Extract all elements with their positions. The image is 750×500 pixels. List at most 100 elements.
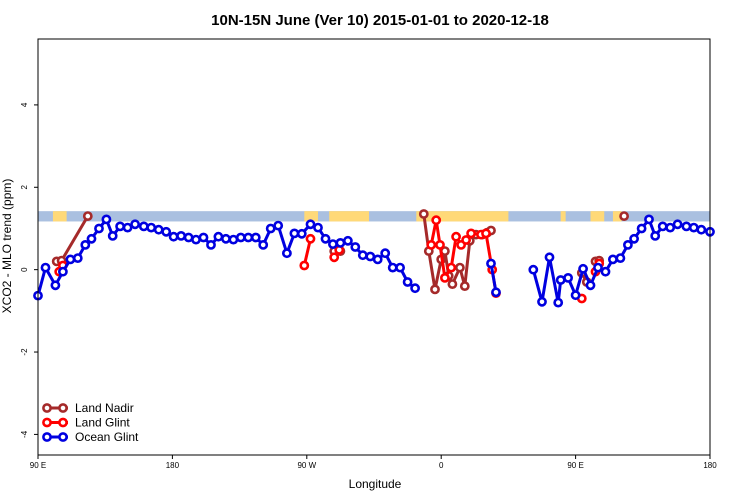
ocean-glint-point <box>644 214 654 225</box>
ocean-glint-point <box>600 266 611 277</box>
land-nadir-point <box>619 211 629 221</box>
ocean-glint-point <box>327 239 338 249</box>
legend-swatch-marker <box>58 403 68 413</box>
ocean-glint-point <box>153 224 164 235</box>
x-tick-label: 0 <box>439 461 444 470</box>
y-tick-label: 0 <box>20 267 29 272</box>
x-tick-label: 180 <box>703 461 717 470</box>
ocean-glint-point <box>80 239 91 250</box>
land-nadir-point <box>447 279 458 289</box>
land-glint-point <box>431 215 442 226</box>
legend-label: Ocean Glint <box>75 430 139 444</box>
land-nadir-point <box>82 211 93 221</box>
y-tick-label: -4 <box>20 430 29 438</box>
ocean-glint-point <box>65 254 76 265</box>
legend-item-land-nadir: Land Nadir <box>42 401 134 415</box>
ocean-glint-point <box>623 239 633 250</box>
ocean-glint-point <box>281 248 292 259</box>
land-nadir-point <box>418 209 429 219</box>
land-nadir-point <box>459 281 470 291</box>
land-glint-point <box>439 272 450 283</box>
legend-swatch-marker <box>42 432 52 442</box>
band-land-segment <box>416 211 509 222</box>
ocean-glint-point <box>235 232 246 243</box>
band-land-segment <box>329 211 370 222</box>
ocean-glint-point <box>40 262 51 273</box>
y-axis-label: XCO2 - MLO trend (ppm) <box>0 179 14 314</box>
ocean-glint-point <box>410 283 420 294</box>
ocean-glint-point <box>250 232 261 243</box>
ocean-glint-point <box>115 221 125 232</box>
ocean-glint-point <box>138 221 149 232</box>
ocean-glint-point <box>176 230 186 241</box>
legend-swatch-marker <box>42 417 52 428</box>
ocean-glint-point <box>578 263 588 274</box>
ocean-glint-point <box>672 219 683 230</box>
x-tick-label: 90 E <box>30 461 46 470</box>
ocean-glint-point <box>72 253 83 263</box>
ocean-glint-point <box>320 233 331 244</box>
ocean-glint-point <box>537 296 547 307</box>
ocean-glint-point <box>665 222 676 233</box>
legend-swatch-marker <box>58 417 68 428</box>
series-ocean-glint <box>33 214 715 308</box>
x-axis-label: Longitude <box>349 477 402 491</box>
land-nadir-point <box>430 284 440 295</box>
ocean-glint-point <box>350 242 361 252</box>
ocean-glint-point <box>608 254 618 265</box>
ocean-glint-point <box>681 221 692 232</box>
ocean-glint-point <box>395 262 405 273</box>
band-land-segment <box>560 211 566 222</box>
land-glint-point <box>435 239 445 250</box>
ocean-glint-point <box>296 228 307 239</box>
ocean-glint-point <box>50 280 61 291</box>
ocean-glint-point <box>265 223 276 234</box>
ocean-glint-point <box>615 253 626 263</box>
land-glint-point <box>299 260 310 271</box>
ocean-glint-point <box>213 231 224 242</box>
band-land-segment <box>590 211 605 222</box>
ocean-glint-point <box>372 254 383 265</box>
ocean-glint-point <box>168 231 179 242</box>
x-tick-label: 90 E <box>567 461 583 470</box>
ocean-glint-point <box>657 221 668 232</box>
ocean-glint-point <box>486 258 496 269</box>
plot-frame <box>37 38 711 456</box>
ocean-glint-point <box>146 222 157 233</box>
legend-label: Land Glint <box>75 416 130 430</box>
series-land-nadir <box>51 209 629 295</box>
land-glint-point <box>461 235 471 245</box>
legend-item-ocean-glint: Ocean Glint <box>42 430 139 444</box>
y-tick-label: -2 <box>20 348 29 356</box>
ocean-glint-point <box>101 214 112 225</box>
ocean-glint-point <box>544 252 555 263</box>
ocean-glint-point <box>563 272 573 283</box>
y-axis: -4 -2 0 2 4 <box>20 102 38 438</box>
ocean-glint-point <box>161 226 172 237</box>
ocean-glint-point <box>636 223 647 234</box>
legend-swatch-marker <box>42 403 52 413</box>
ocean-glint-point <box>402 277 413 287</box>
ocean-glint-point <box>335 237 346 248</box>
y-tick-label: 4 <box>20 102 29 107</box>
land-glint-point <box>426 239 437 250</box>
ocean-glint-point <box>198 232 209 243</box>
ocean-glint-point <box>491 287 501 298</box>
land-glint-point <box>451 231 461 242</box>
band-land-segment <box>612 211 622 222</box>
ocean-glint-point <box>313 222 323 233</box>
ocean-glint-point <box>305 219 316 230</box>
ocean-glint-point <box>357 250 368 261</box>
ocean-glint-point <box>593 262 603 273</box>
ocean-glint-point <box>107 230 118 241</box>
x-tick-label: 90 W <box>297 461 316 470</box>
ocean-glint-point <box>122 222 133 233</box>
legend-label: Land Nadir <box>75 401 134 415</box>
land-glint-point <box>446 262 457 273</box>
x-axis: 90 E 180 90 W 0 90 E 180 <box>30 455 717 470</box>
ocean-glint-point <box>650 230 661 241</box>
ocean-glint-point <box>273 220 284 231</box>
ocean-glint-point <box>570 290 581 301</box>
ocean-glint-point <box>243 232 254 243</box>
